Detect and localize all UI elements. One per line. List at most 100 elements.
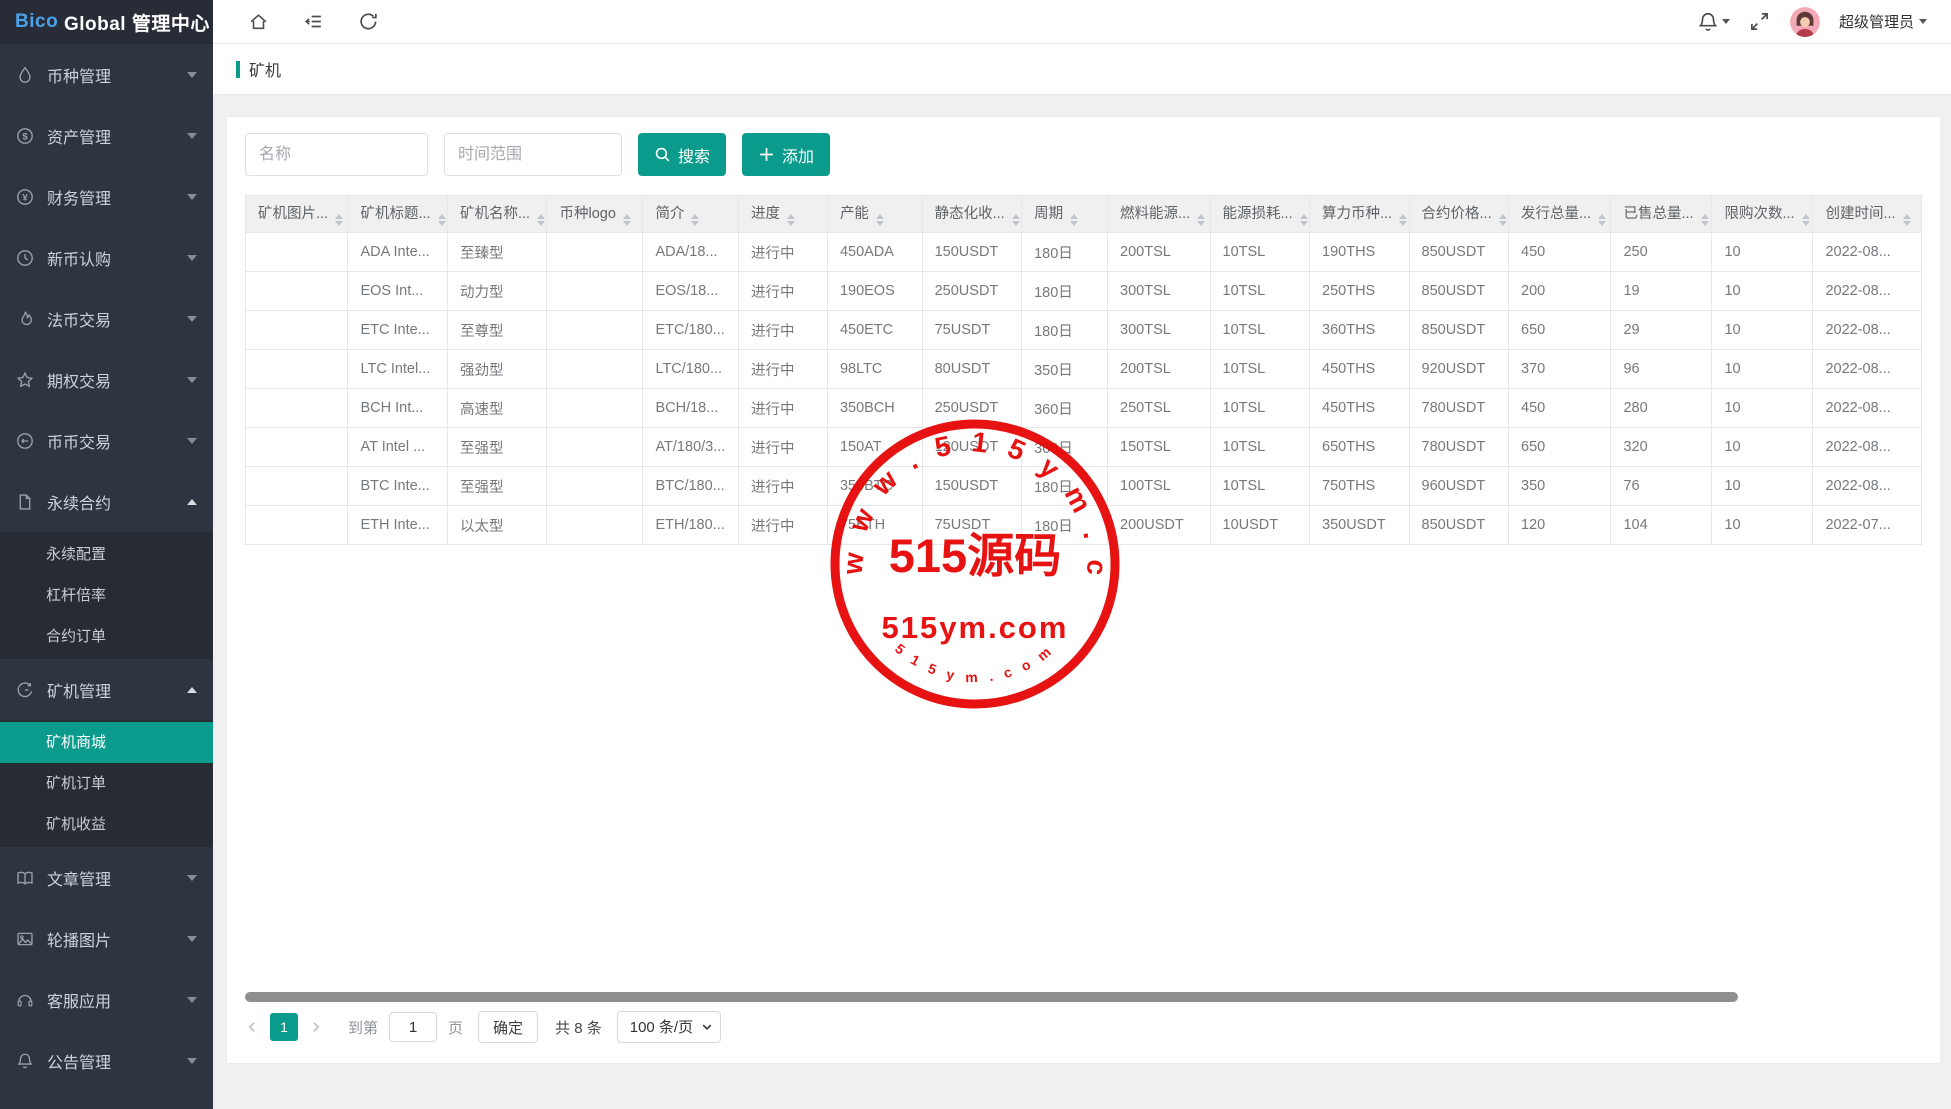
sidebar-group: 文章管理 <box>0 847 213 908</box>
home-button[interactable] <box>247 11 269 33</box>
column-header[interactable]: 币种logo <box>546 195 644 233</box>
sort-icon[interactable] <box>1399 214 1408 226</box>
table-cell: 10USDT <box>1209 505 1311 545</box>
column-header[interactable]: 已售总量... <box>1610 195 1713 233</box>
sort-icon[interactable] <box>437 214 446 226</box>
table-cell: 进行中 <box>738 427 828 467</box>
sidebar-item[interactable]: 币种管理 <box>0 44 213 105</box>
column-header[interactable]: 产能 <box>826 195 923 233</box>
prev-page-icon[interactable] <box>245 1020 259 1034</box>
table-cell: 850USDT <box>1408 310 1510 350</box>
sort-icon[interactable] <box>1197 214 1206 226</box>
add-button[interactable]: 添加 <box>742 133 831 176</box>
column-header[interactable]: 限购次数... <box>1711 195 1814 233</box>
sidebar-item[interactable]: 期权交易 <box>0 349 213 410</box>
page-number-button[interactable]: 1 <box>270 1013 298 1041</box>
sidebar-item[interactable]: 矿机管理 <box>0 659 213 720</box>
table-cell <box>546 388 644 428</box>
column-header[interactable]: 静态化收... <box>921 195 1023 233</box>
column-header[interactable]: 合约价格... <box>1408 195 1510 233</box>
date-range-input[interactable] <box>444 133 622 176</box>
scrollbar-thumb[interactable] <box>245 992 1738 1002</box>
column-header[interactable]: 算力币种... <box>1309 195 1410 233</box>
sidebar-item[interactable]: 客服应用 <box>0 969 213 1030</box>
page-size-select[interactable]: 100 条/页 <box>616 1011 721 1043</box>
fullscreen-button[interactable] <box>1749 11 1771 33</box>
avatar[interactable] <box>1789 6 1820 37</box>
sort-icon[interactable] <box>1902 214 1911 226</box>
table-cell: 10TSL <box>1209 271 1311 311</box>
sidebar-subitem[interactable]: 矿机收益 <box>46 816 107 833</box>
column-header[interactable]: 矿机标题... <box>347 195 448 233</box>
column-header[interactable]: 发行总量... <box>1508 195 1612 233</box>
collapse-sidebar-button[interactable] <box>302 11 324 33</box>
filter-bar: 搜索 添加 <box>245 133 1922 176</box>
goto-page-input[interactable] <box>389 1012 438 1042</box>
column-header[interactable]: 矿机名称... <box>446 195 548 233</box>
sort-icon[interactable] <box>691 214 700 226</box>
topbar-left <box>213 11 379 33</box>
table-cell: 75USDT <box>921 310 1023 350</box>
next-page-icon[interactable] <box>309 1020 323 1034</box>
sidebar-item[interactable]: 轮播图片 <box>0 908 213 969</box>
sidebar-subitem[interactable]: 矿机商城 <box>0 722 213 763</box>
table-cell: 10 <box>1711 271 1814 311</box>
sort-icon[interactable] <box>787 214 796 226</box>
table-cell: 190THS <box>1309 232 1410 272</box>
refresh-button[interactable] <box>357 11 379 33</box>
table-cell: 850USDT <box>1408 271 1510 311</box>
column-header[interactable]: 矿机图片... <box>245 195 349 233</box>
column-header[interactable]: 简介 <box>642 195 740 233</box>
column-header[interactable]: 进度 <box>738 195 828 233</box>
sort-icon[interactable] <box>1011 214 1020 226</box>
table-cell: 300TSL <box>1107 271 1211 311</box>
sidebar-subitem[interactable]: 永续配置 <box>46 546 107 563</box>
title-accent-bar <box>236 60 240 78</box>
notifications-button[interactable] <box>1697 11 1730 33</box>
sidebar-item[interactable]: 文章管理 <box>0 847 213 908</box>
table-cell: 360日 <box>1021 388 1109 428</box>
search-icon <box>654 146 671 163</box>
table-cell <box>245 466 349 506</box>
dollar-icon <box>16 127 34 145</box>
sort-icon[interactable] <box>1299 214 1308 226</box>
sidebar-item[interactable]: 公告管理 <box>0 1030 213 1091</box>
sidebar-group: 矿机管理 矿机商城矿机订单矿机收益 <box>0 659 213 847</box>
chevron-down-icon <box>1721 19 1730 24</box>
sidebar-item-label: 资产管理 <box>47 129 112 147</box>
table-cell: 10 <box>1711 232 1814 272</box>
sidebar-item[interactable]: 币币交易 <box>0 410 213 471</box>
column-header[interactable]: 周期 <box>1021 195 1109 233</box>
sidebar-item[interactable]: 永续合约 <box>0 471 213 532</box>
sort-icon[interactable] <box>622 214 631 226</box>
sort-icon[interactable] <box>1801 214 1810 226</box>
sort-icon[interactable] <box>1498 214 1507 226</box>
confirm-button[interactable]: 确定 <box>478 1011 539 1043</box>
sort-icon[interactable] <box>875 214 884 226</box>
sort-icon[interactable] <box>1070 214 1079 226</box>
search-button[interactable]: 搜索 <box>638 133 727 176</box>
sidebar-item-label: 客服应用 <box>47 993 112 1011</box>
table-cell: 104 <box>1610 505 1713 545</box>
column-header[interactable]: 创建时间... <box>1812 195 1922 233</box>
column-header[interactable]: 燃料能源... <box>1107 195 1211 233</box>
sidebar-item[interactable]: 资产管理 <box>0 105 213 166</box>
sidebar-item[interactable]: 法币交易 <box>0 288 213 349</box>
sort-icon[interactable] <box>1700 214 1709 226</box>
sidebar-subitem[interactable]: 杠杆倍率 <box>46 587 107 604</box>
table-cell: ETH/180... <box>642 505 740 545</box>
table-cell <box>245 271 349 311</box>
sidebar-item[interactable]: 新币认购 <box>0 227 213 288</box>
sidebar-subitem[interactable]: 合约订单 <box>46 628 107 645</box>
sidebar-subitem[interactable]: 矿机订单 <box>46 775 107 792</box>
name-filter-input[interactable] <box>245 133 428 176</box>
sort-icon[interactable] <box>537 214 546 226</box>
sidebar-item[interactable]: 财务管理 <box>0 166 213 227</box>
table-cell: 450ADA <box>826 232 923 272</box>
user-menu[interactable]: 超级管理员 <box>1839 11 1927 32</box>
column-header[interactable]: 能源损耗... <box>1209 195 1311 233</box>
chevron-down-icon <box>187 376 197 383</box>
sort-icon[interactable] <box>335 214 344 226</box>
sort-icon[interactable] <box>1598 214 1607 226</box>
table-cell: 10 <box>1711 505 1814 545</box>
